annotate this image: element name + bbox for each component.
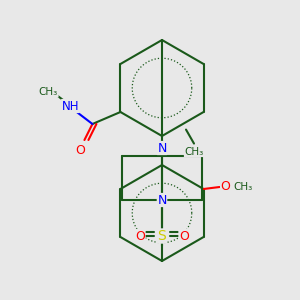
Text: O: O	[220, 181, 230, 194]
Text: CH₃: CH₃	[39, 87, 58, 97]
Text: O: O	[76, 143, 85, 157]
Text: CH₃: CH₃	[233, 182, 252, 192]
Text: NH: NH	[62, 100, 79, 112]
Text: O: O	[135, 230, 145, 242]
Text: N: N	[157, 194, 167, 206]
Text: S: S	[158, 229, 166, 243]
Text: N: N	[157, 142, 167, 154]
Text: CH₃: CH₃	[184, 147, 204, 157]
Text: O: O	[179, 230, 189, 242]
